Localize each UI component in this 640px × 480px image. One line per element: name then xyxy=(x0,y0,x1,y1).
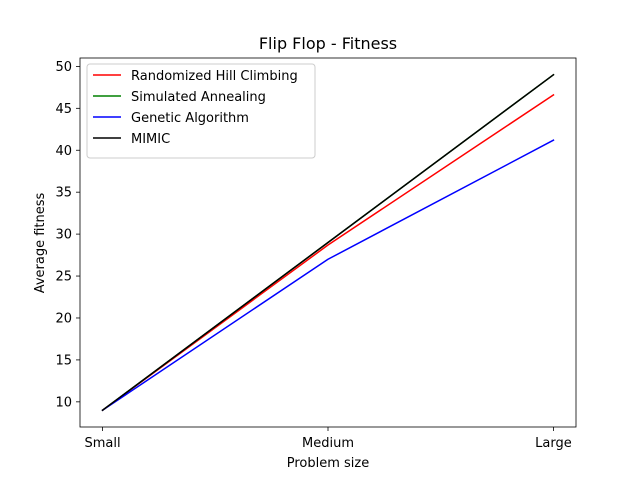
x-axis-label: Problem size xyxy=(287,456,370,471)
legend-label-0: Randomized Hill Climbing xyxy=(131,69,298,84)
y-tick-label: 10 xyxy=(55,395,72,410)
legend-box xyxy=(86,63,316,159)
legend-label-3: MIMIC xyxy=(131,132,170,147)
y-tick-label: 25 xyxy=(55,270,72,285)
x-tick-label: Small xyxy=(84,436,120,451)
y-tick-label: 40 xyxy=(55,144,72,159)
legend-label-2: Genetic Algorithm xyxy=(131,111,249,126)
series-line-3 xyxy=(101,73,555,412)
x-tick-label: Medium xyxy=(302,436,354,451)
y-tick-label: 35 xyxy=(55,186,72,201)
y-axis-label: Average fitness xyxy=(33,192,48,293)
legend: Randomized Hill Climbing Simulated Anneal… xyxy=(86,63,316,159)
y-tick-label: 30 xyxy=(55,228,72,243)
y-tick-label: 20 xyxy=(55,311,72,326)
plot-area: Small Medium Large 10 15 20 25 30 35 40 45 50 xyxy=(55,57,577,451)
legend-label-1: Simulated Annealing xyxy=(131,90,266,105)
y-tick-label: 50 xyxy=(55,60,72,75)
x-tick-label: Large xyxy=(535,436,572,451)
y-tick-label: 45 xyxy=(55,102,72,117)
y-tick-label: 15 xyxy=(55,353,72,368)
chart-title: Flip Flop - Fitness xyxy=(259,34,397,53)
series-line-2 xyxy=(101,139,555,412)
